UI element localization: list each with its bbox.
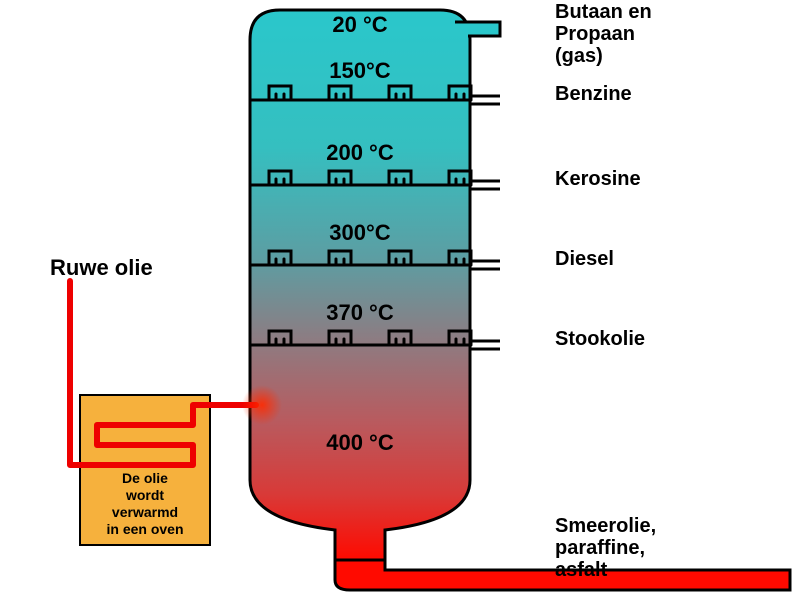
temperature-label: 300°C [329,220,391,245]
output-label: paraffine, [555,537,645,559]
output-label: Smeerolie, [555,515,656,537]
distillation-diagram: 20 °C 150°C 200 °C 300°C 370 °C 400 °C Butaan … [0,0,800,600]
output-label: asfalt [555,559,608,581]
oven-caption: De olie [122,470,168,486]
temperature-label: 370 °C [326,300,394,325]
heat-glow [242,385,282,425]
temperature-label: 400 °C [326,430,394,455]
oven-caption: in een oven [106,521,183,537]
output-label: Stookolie [555,328,645,350]
oven-caption: verwarmd [112,504,178,520]
oven-caption: wordt [125,487,164,503]
input-label: Ruwe olie [50,255,153,280]
temperature-label: 200 °C [326,140,394,165]
output-label: (gas) [555,45,603,67]
output-label: Butaan en [555,1,652,23]
output-label: Benzine [555,83,632,105]
output-label: Diesel [555,248,614,270]
temperature-label: 150°C [329,58,391,83]
output-label: Kerosine [555,168,641,190]
output-label: Propaan [555,23,635,45]
column-body [250,10,470,560]
temperature-label: 20 °C [332,12,387,37]
